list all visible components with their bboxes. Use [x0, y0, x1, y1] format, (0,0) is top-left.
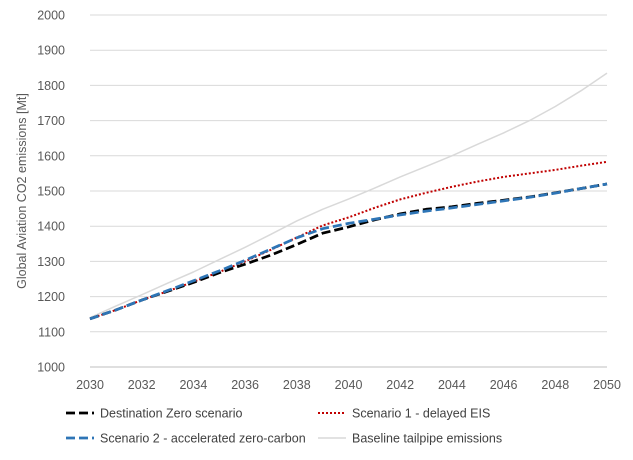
- legend-item: Scenario 1 - delayed EIS: [318, 407, 490, 421]
- series-line-0: [89, 72, 608, 319]
- legend-label: Baseline tailpipe emissions: [352, 432, 502, 446]
- y-tick-label: 1300: [37, 255, 65, 269]
- x-tick-label: 2032: [128, 378, 156, 392]
- legend-label: Scenario 1 - delayed EIS: [352, 407, 490, 421]
- x-tick-label: 2030: [76, 378, 104, 392]
- x-tick-label: 2040: [335, 378, 363, 392]
- y-tick-label: 1100: [38, 325, 65, 339]
- x-tick-label: 2046: [490, 378, 518, 392]
- series-line-2: [89, 182, 608, 321]
- y-axis-label: Global Aviation CO2 emissions [Mt]: [15, 93, 29, 289]
- y-tick-label: 1700: [37, 114, 65, 128]
- y-tick-label: 1000: [37, 361, 65, 375]
- legend-item: Scenario 2 - accelerated zero-carbon: [66, 432, 306, 446]
- y-tick-label: 2000: [37, 9, 65, 23]
- x-tick-label: 2044: [438, 378, 466, 392]
- y-tick-label: 1500: [37, 185, 65, 199]
- axes: 1000 1100 1200 1300 1400 1500 1600 1700 1800 1900…: [37, 9, 621, 393]
- gridlines: [90, 14, 607, 368]
- series-line-3: [89, 182, 608, 321]
- legend-label: Scenario 2 - accelerated zero-carbon: [100, 432, 306, 446]
- x-tick-label: 2034: [179, 378, 207, 392]
- y-tick-label: 1600: [37, 149, 65, 163]
- y-tick-label: 1800: [37, 79, 65, 93]
- y-tick-label: 1900: [37, 44, 65, 58]
- legend-item: Baseline tailpipe emissions: [318, 432, 502, 446]
- x-tick-label: 2036: [231, 378, 259, 392]
- legend-item: Destination Zero scenario: [66, 407, 242, 421]
- legend-label: Destination Zero scenario: [100, 407, 242, 421]
- series-lines: [89, 72, 608, 321]
- x-tick-label: 2050: [593, 378, 621, 392]
- legend: Destination Zero scenario Scenario 1 - de…: [66, 407, 502, 446]
- x-tick-label: 2042: [386, 378, 414, 392]
- x-tick-label: 2038: [283, 378, 311, 392]
- y-tick-label: 1200: [37, 290, 65, 304]
- series-line-1: [89, 160, 608, 320]
- y-tick-label: 1400: [37, 220, 65, 234]
- x-tick-label: 2048: [541, 378, 569, 392]
